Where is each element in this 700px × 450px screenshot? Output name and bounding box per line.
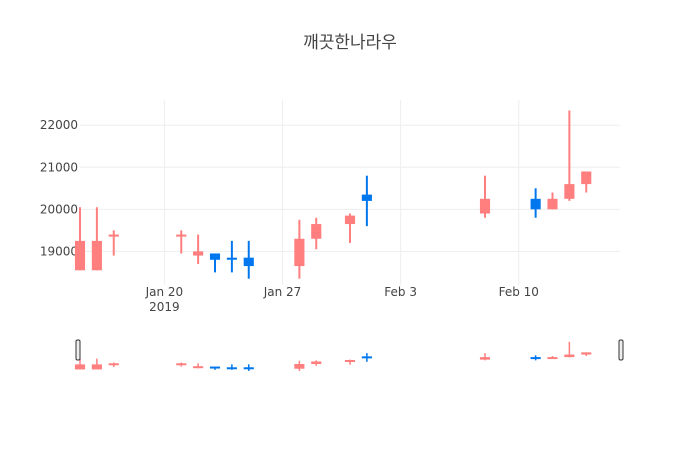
candle — [294, 219, 305, 279]
chart-title: 깨끗한나라우 — [303, 33, 397, 53]
slider-candle — [479, 353, 491, 361]
candle — [344, 213, 356, 243]
slider-candle-body — [226, 367, 237, 370]
candle-body — [193, 251, 204, 256]
candle — [530, 188, 541, 218]
slider-candle — [91, 358, 102, 370]
y-tick-label: 20000 — [40, 202, 78, 216]
slider-candle-body — [74, 364, 86, 370]
x-tick-label: Feb 10 — [499, 285, 539, 299]
candle-body — [91, 240, 102, 271]
slider-candle-body — [344, 360, 356, 362]
slider-candle-body — [361, 356, 372, 359]
slider-candle — [361, 353, 372, 362]
candle-body — [243, 257, 254, 267]
range-slider-right-handle[interactable] — [618, 339, 624, 361]
candle-body — [581, 171, 592, 185]
slider-candle-body — [108, 363, 119, 366]
range-slider-left-handle[interactable] — [75, 339, 81, 361]
candle — [226, 240, 237, 273]
slider-candle-body — [193, 366, 204, 369]
slider-candle — [226, 364, 237, 370]
candle — [361, 175, 372, 227]
slider-candle-body — [209, 366, 221, 369]
y-tick-label: 22000 — [40, 118, 78, 132]
y-tick-label: 19000 — [40, 244, 78, 258]
slider-candle — [108, 362, 119, 367]
slider-candle-body — [311, 361, 322, 364]
candle — [547, 192, 558, 210]
candle — [311, 217, 322, 250]
slider-candle — [193, 363, 204, 369]
candle — [564, 110, 575, 201]
slider-candle — [176, 362, 187, 367]
candle-body — [209, 253, 221, 260]
y-tick-label: 21000 — [40, 160, 78, 174]
candle-body — [74, 240, 86, 271]
candle — [74, 207, 86, 271]
slider-candle-body — [176, 363, 187, 366]
slider-candle-body — [581, 352, 592, 355]
candle — [91, 207, 102, 271]
slider-candle — [530, 355, 541, 361]
slider-candle — [294, 360, 305, 371]
candle-body — [564, 184, 575, 199]
slider-candle-body — [547, 357, 558, 360]
slider-candle-body — [243, 367, 254, 370]
slider-candle-body — [564, 354, 575, 358]
range-slider[interactable] — [74, 339, 624, 371]
candle-body — [479, 198, 491, 214]
slider-candle-body — [530, 357, 541, 360]
candle — [176, 230, 187, 254]
slider-candle — [243, 364, 254, 371]
candle — [581, 171, 592, 193]
candle-body — [361, 194, 372, 201]
slider-candle — [547, 356, 558, 360]
candle-body — [344, 215, 356, 225]
slider-candle — [209, 366, 221, 370]
x-tick-label: Feb 3 — [384, 285, 417, 299]
slider-candle — [74, 358, 86, 370]
x-tick-label: Jan 27 — [263, 285, 302, 299]
slider-candle — [311, 360, 322, 366]
slider-candle — [564, 341, 575, 358]
candle-body — [294, 238, 305, 267]
slider-candle-body — [479, 357, 491, 360]
candle — [193, 234, 204, 264]
candle-body — [530, 198, 541, 210]
candle — [243, 240, 254, 279]
slider-candle — [581, 352, 592, 356]
candle-body — [176, 234, 187, 237]
x-tick-label: Jan 20 — [145, 285, 184, 299]
candle-body — [547, 198, 558, 210]
gridlines — [80, 100, 620, 285]
candle-body — [108, 234, 119, 237]
candles — [74, 110, 592, 279]
candle-body — [311, 224, 322, 239]
y-axis-ticks: 19000 20000 21000 22000 — [40, 118, 78, 258]
candle — [108, 230, 119, 256]
candle — [209, 253, 221, 273]
slider-candle-body — [91, 364, 102, 370]
x-tick-year-label: 2019 — [149, 300, 180, 314]
candle-body — [226, 257, 237, 260]
slider-candle — [344, 359, 356, 365]
candle — [479, 175, 491, 218]
slider-candle-body — [294, 364, 305, 369]
